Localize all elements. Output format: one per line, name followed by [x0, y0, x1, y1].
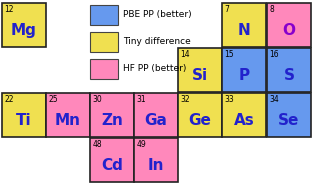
- Bar: [90, 138, 134, 182]
- Text: N: N: [238, 23, 250, 38]
- Text: Mg: Mg: [11, 23, 37, 38]
- Bar: [178, 93, 222, 137]
- Bar: [134, 138, 178, 182]
- Bar: [2, 93, 46, 137]
- Text: P: P: [239, 68, 249, 83]
- Bar: [134, 93, 178, 137]
- Bar: [267, 3, 311, 47]
- Text: 14: 14: [181, 50, 190, 59]
- Bar: [178, 48, 222, 92]
- Bar: [222, 3, 266, 47]
- Text: 8: 8: [269, 5, 274, 14]
- Bar: [222, 93, 266, 137]
- Text: PBE PP (better): PBE PP (better): [123, 11, 192, 19]
- Text: Cd: Cd: [101, 158, 123, 173]
- Bar: [46, 93, 90, 137]
- Text: 15: 15: [224, 50, 234, 59]
- Text: 30: 30: [93, 95, 102, 104]
- Text: HF PP (better): HF PP (better): [123, 64, 186, 74]
- Text: In: In: [148, 158, 164, 173]
- Text: Ge: Ge: [188, 113, 212, 128]
- Text: 31: 31: [136, 95, 146, 104]
- Text: Si: Si: [192, 68, 208, 83]
- Text: 48: 48: [93, 140, 102, 149]
- Text: As: As: [233, 113, 254, 128]
- Text: 7: 7: [224, 5, 229, 14]
- Text: Ga: Ga: [145, 113, 167, 128]
- Bar: [222, 48, 266, 92]
- Text: S: S: [284, 68, 295, 83]
- Text: Zn: Zn: [101, 113, 123, 128]
- Text: 33: 33: [224, 95, 234, 104]
- Bar: [90, 59, 118, 79]
- Text: 32: 32: [181, 95, 190, 104]
- Text: Mn: Mn: [55, 113, 81, 128]
- Text: Se: Se: [278, 113, 300, 128]
- Text: 22: 22: [4, 95, 14, 104]
- Text: 34: 34: [269, 95, 279, 104]
- Bar: [90, 32, 118, 52]
- Text: Ti: Ti: [16, 113, 32, 128]
- Text: O: O: [283, 23, 295, 38]
- Bar: [267, 48, 311, 92]
- Bar: [267, 93, 311, 137]
- Text: 16: 16: [269, 50, 279, 59]
- Bar: [90, 93, 134, 137]
- Bar: [2, 3, 46, 47]
- Bar: [90, 5, 118, 25]
- Text: 12: 12: [4, 5, 14, 14]
- Text: 49: 49: [136, 140, 146, 149]
- Text: 25: 25: [49, 95, 58, 104]
- Text: Tiny difference: Tiny difference: [123, 37, 191, 46]
